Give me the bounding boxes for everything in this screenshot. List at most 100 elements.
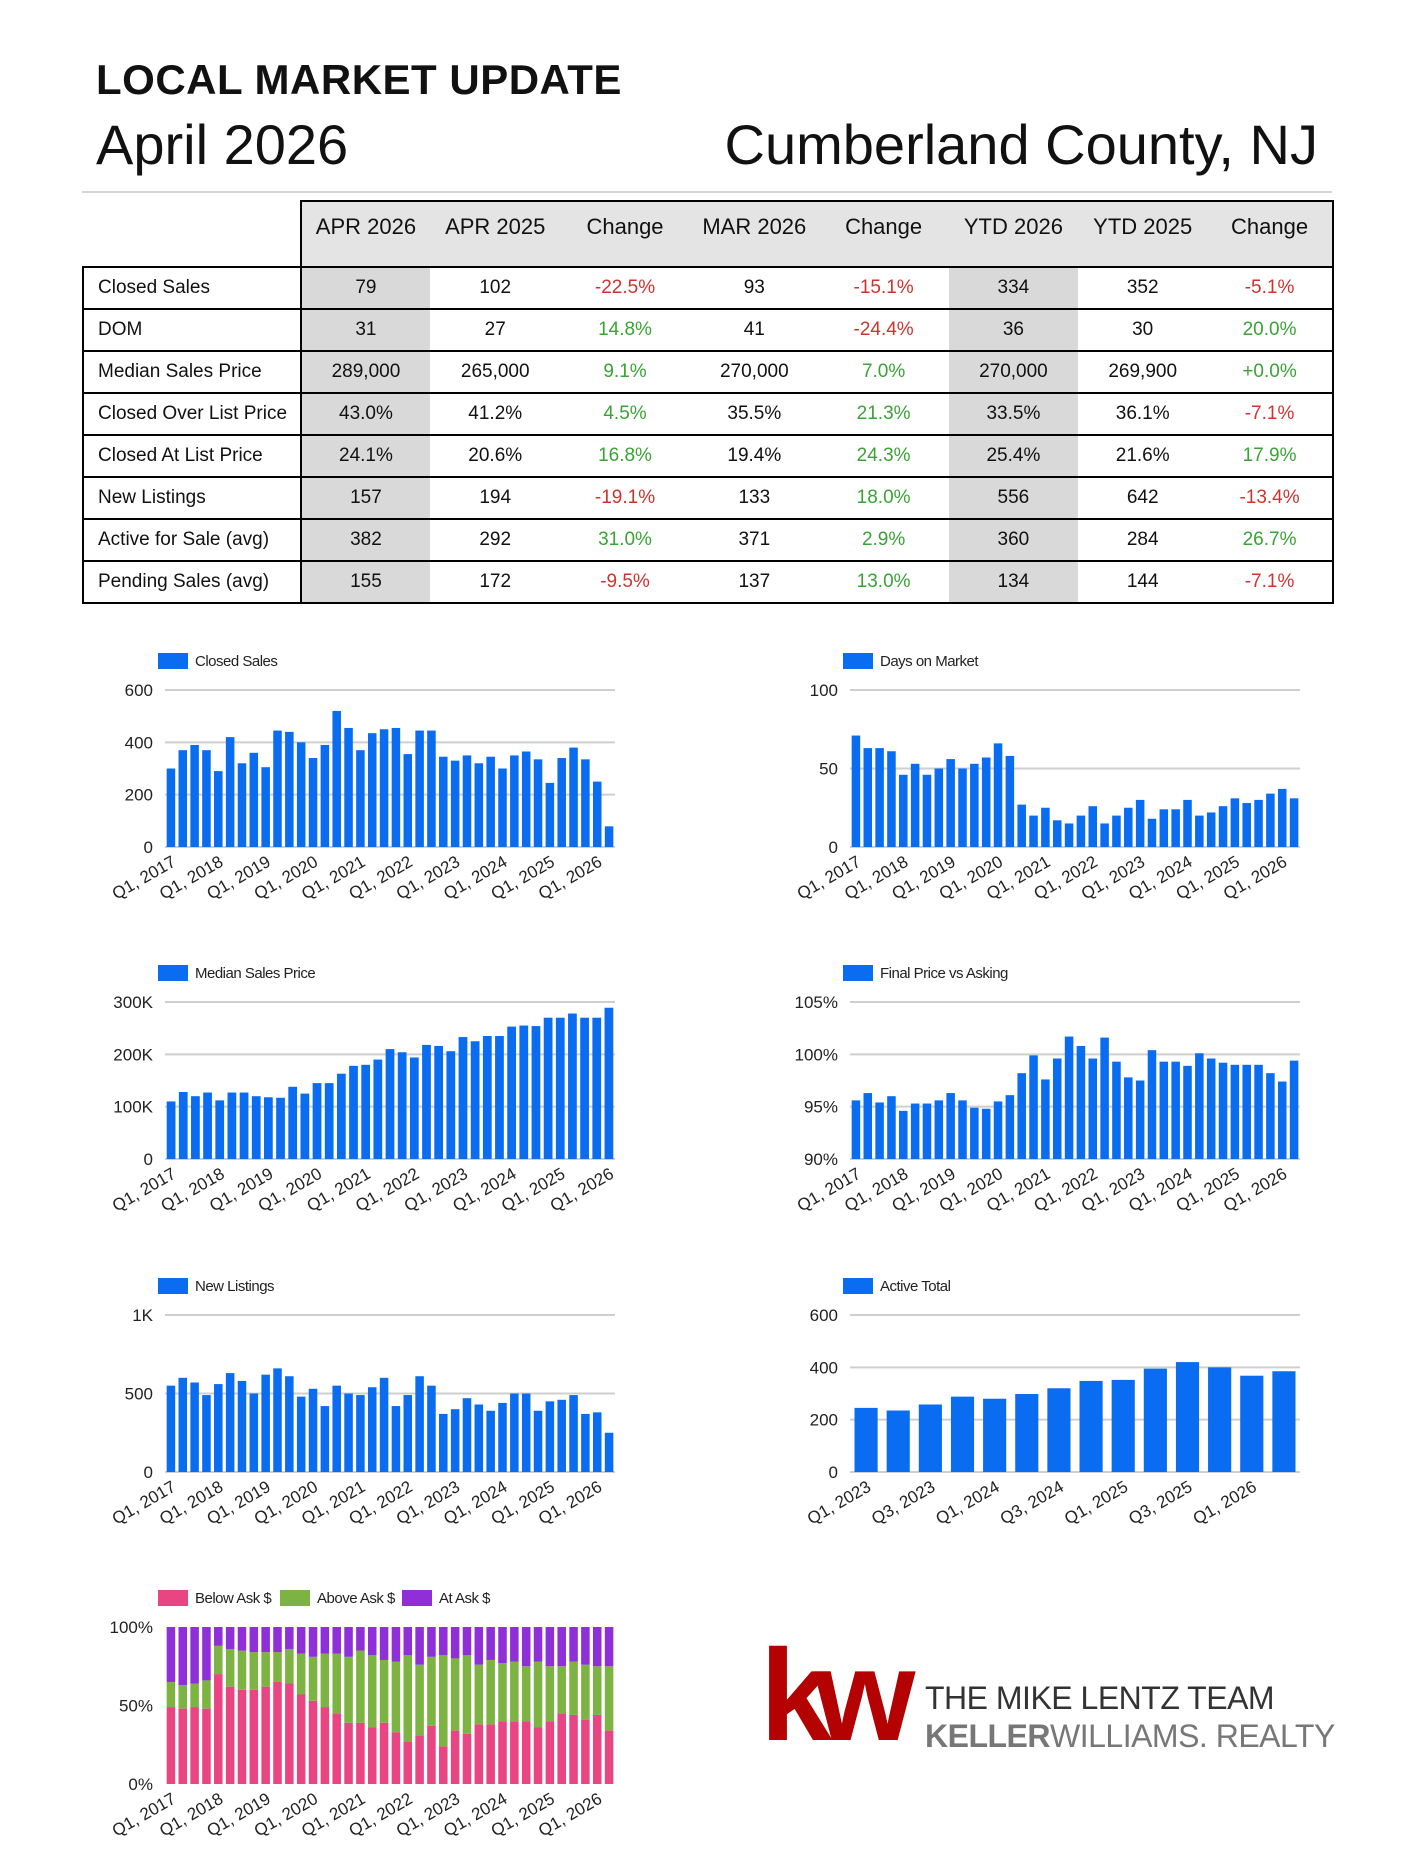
bar-segment <box>474 1664 484 1725</box>
bar <box>273 1368 282 1472</box>
value-cell: 352 <box>1078 266 1208 309</box>
table-row: Active for Sale (avg) 382 292 31.0% 371 2.9% 3… <box>82 518 1334 561</box>
y-tick-label: 200 <box>810 1411 838 1430</box>
bar <box>237 763 247 847</box>
table-row: DOM 31 27 14.8% 41 -24.4% 36 30 20.0% <box>82 308 1334 351</box>
bar-segment <box>202 1627 211 1681</box>
value-cell: 19.4% <box>689 434 819 477</box>
bar <box>1143 1368 1167 1472</box>
bar <box>875 1102 884 1159</box>
bar <box>332 1385 341 1472</box>
value-cell: 33.5% <box>948 392 1079 435</box>
x-tick-label: Q3, 2025 <box>1125 1477 1195 1528</box>
y-tick-label: 100K <box>113 1098 153 1117</box>
bar <box>285 731 294 847</box>
y-tick-label: 500 <box>125 1385 153 1404</box>
bar-segment <box>604 1666 614 1731</box>
change-cell: 20.0% <box>1207 308 1334 351</box>
bar <box>604 826 614 847</box>
change-cell: -19.1% <box>560 476 690 519</box>
value-cell: 30 <box>1078 308 1208 351</box>
value-cell: 265,000 <box>430 350 561 393</box>
bar-segment <box>581 1664 590 1720</box>
bar <box>1218 806 1228 847</box>
bar <box>462 755 472 847</box>
bar <box>434 1045 444 1159</box>
bar-segment <box>356 1627 365 1651</box>
change-cell: 14.8% <box>560 308 690 351</box>
table-row: Median Sales Price 289,000 265,000 9.1% 270,… <box>82 350 1334 393</box>
bar-segment <box>332 1653 341 1714</box>
value-cell: 292 <box>430 518 561 561</box>
bar-segment <box>403 1627 413 1656</box>
bar <box>887 1096 896 1159</box>
bar <box>215 1100 225 1159</box>
legend-label: New Listings <box>195 1278 274 1295</box>
bar <box>1088 806 1098 847</box>
bar <box>581 1413 590 1472</box>
column-header: APR 2026 <box>299 200 431 252</box>
bar <box>993 743 1003 847</box>
bar <box>397 1052 407 1159</box>
bar-segment <box>450 1658 460 1731</box>
bar <box>1100 823 1109 847</box>
bar <box>910 1103 920 1159</box>
bar <box>592 781 602 847</box>
bar-segment <box>569 1661 578 1715</box>
bar-segment <box>545 1627 555 1667</box>
bar <box>1208 1367 1232 1472</box>
bar-segment <box>214 1627 223 1646</box>
market-stats-table: APR 2026 APR 2025 Change MAR 2026 Change… <box>82 200 1334 604</box>
bar-segment <box>261 1652 270 1687</box>
bar <box>249 752 259 847</box>
legend-swatch <box>158 653 188 669</box>
bar <box>450 1409 460 1472</box>
y-tick-label: 0 <box>829 838 838 857</box>
column-header: APR 2025 <box>430 200 561 252</box>
bar-segment <box>427 1656 436 1726</box>
closed-sales-chart: Closed Sales 0 200 400 600 Q1, 2017 Q1, 2018 Q1… <box>90 645 630 915</box>
bar-segment <box>462 1627 472 1656</box>
bar-segment <box>190 1707 199 1784</box>
bar-segment <box>521 1666 531 1722</box>
bar <box>946 1093 955 1159</box>
bar <box>886 1410 910 1472</box>
column-header: YTD 2025 <box>1078 200 1208 252</box>
bar <box>166 1385 176 1472</box>
bar <box>1218 1062 1228 1159</box>
bar <box>361 1064 371 1159</box>
bar-segment <box>308 1656 318 1701</box>
bar-segment <box>439 1746 448 1784</box>
y-tick-label: 100% <box>110 1618 153 1637</box>
x-tick-label: Q1, 2024 <box>933 1477 1003 1528</box>
bar <box>261 1374 270 1472</box>
bar-segment <box>237 1689 247 1784</box>
bar-segment <box>581 1627 590 1665</box>
bar <box>1017 1073 1026 1159</box>
bar <box>1124 807 1133 847</box>
bar <box>237 1380 247 1472</box>
bar <box>276 1097 285 1159</box>
legend-label: Below Ask $ <box>195 1590 272 1607</box>
bar <box>899 1110 908 1159</box>
bar <box>191 1096 200 1159</box>
bar <box>439 1413 448 1472</box>
bar <box>1029 815 1038 847</box>
bar <box>970 763 979 847</box>
bar <box>918 1404 942 1472</box>
bar-segment <box>356 1650 365 1723</box>
bar <box>531 1026 541 1159</box>
bar <box>863 748 873 847</box>
bar <box>324 1083 334 1159</box>
bar <box>1195 1053 1204 1159</box>
bar <box>367 733 377 847</box>
bar-segment <box>498 1663 507 1722</box>
bar-segment <box>486 1724 495 1784</box>
y-tick-label: 0 <box>144 1150 153 1169</box>
value-cell: 144 <box>1078 560 1208 604</box>
bar-segment <box>592 1666 602 1715</box>
change-cell: 24.3% <box>818 434 949 477</box>
bar-segment <box>510 1721 519 1784</box>
bar <box>427 1385 436 1472</box>
